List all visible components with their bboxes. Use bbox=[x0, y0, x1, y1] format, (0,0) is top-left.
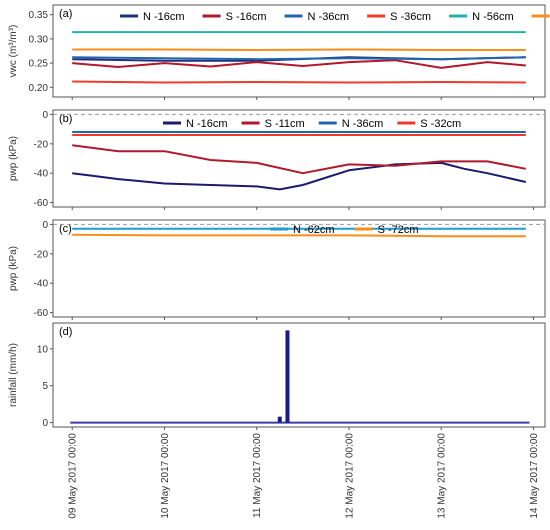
y-tick-label: -20 bbox=[34, 139, 49, 150]
legend-label: N -56cm bbox=[472, 11, 514, 23]
x-tick-label: 11 May 2017 00:00 bbox=[252, 433, 263, 518]
series-line bbox=[72, 161, 527, 191]
legend-label: S -36cm bbox=[390, 11, 431, 23]
y-tick-label: 0 bbox=[42, 418, 48, 429]
x-tick-label: 09 May 2017 00:00 bbox=[68, 433, 79, 519]
x-tick-label: 10 May 2017 00:00 bbox=[160, 433, 171, 519]
y-tick-label: 0 bbox=[42, 110, 48, 121]
rainfall-bar bbox=[277, 416, 282, 423]
legend-label: S -16cm bbox=[226, 11, 267, 23]
panel-1: (b) -60 -40 -20 0 pwp (kPa) N -16cm S -11cm N -3… bbox=[8, 109, 546, 210]
y-tick-label: 0.20 bbox=[29, 83, 49, 94]
x-tick-label: 13 May 2017 00:00 bbox=[437, 433, 448, 519]
panel-frame bbox=[52, 4, 546, 98]
series-line bbox=[72, 144, 526, 175]
legend-label: N -16cm bbox=[143, 11, 185, 23]
y-tick-label: -60 bbox=[34, 198, 49, 209]
y-tick-label: 0.30 bbox=[29, 34, 49, 45]
panel-label: (b) bbox=[59, 113, 72, 125]
legend-label: S -72cm bbox=[378, 224, 419, 236]
y-tick-label: 5 bbox=[42, 381, 48, 392]
panel-2: (c) -60 -40 -20 0 pwp (kPa) N -62cm S -72cm bbox=[8, 219, 546, 320]
series-line bbox=[72, 59, 526, 69]
panel-label: (d) bbox=[59, 326, 72, 338]
y-tick-label: -40 bbox=[34, 169, 49, 180]
panel-label: (c) bbox=[59, 223, 72, 235]
y-axis-label: pwp (kPa) bbox=[8, 136, 19, 181]
y-axis-label: rainfall (mm/h) bbox=[8, 343, 19, 407]
rainfall-bar bbox=[285, 330, 290, 423]
panel-frame bbox=[52, 219, 546, 318]
y-tick-label: 0.35 bbox=[29, 10, 49, 21]
panel-frame bbox=[52, 109, 546, 208]
legend-label: S -11cm bbox=[265, 118, 305, 130]
y-tick-label: -60 bbox=[34, 308, 49, 319]
legend-label: N -36cm bbox=[342, 118, 384, 130]
y-axis-label: pwp (kPa) bbox=[8, 246, 19, 291]
y-tick-label: -40 bbox=[34, 279, 49, 290]
panel-label: (a) bbox=[59, 8, 72, 20]
y-axis-label: vwc (m³/m³) bbox=[8, 25, 19, 78]
y-tick-label: 0 bbox=[42, 220, 48, 231]
y-tick-label: 0.25 bbox=[29, 59, 49, 70]
series-line bbox=[72, 80, 526, 84]
panel-0: (a) 0.20 0.25 0.30 0.35 vwc (m³/m³) N -16cm S -… bbox=[8, 4, 550, 100]
x-tick-label: 14 May 2017 00:00 bbox=[529, 433, 540, 519]
x-tick-label: 12 May 2017 00:00 bbox=[344, 433, 355, 519]
y-tick-label: -20 bbox=[34, 249, 49, 260]
legend-label: N -16cm bbox=[186, 118, 228, 130]
legend-label: S -32cm bbox=[420, 118, 461, 130]
series-line bbox=[72, 233, 526, 238]
panel-frame bbox=[52, 322, 546, 428]
y-tick-label: 10 bbox=[37, 344, 49, 355]
series-line bbox=[72, 56, 526, 61]
legend-label: N -62cm bbox=[293, 224, 335, 236]
panel-3: (d) 0 5 10 rainfall (mm/h) bbox=[8, 322, 546, 430]
legend-label: N -36cm bbox=[308, 11, 350, 23]
series-line bbox=[72, 48, 526, 51]
